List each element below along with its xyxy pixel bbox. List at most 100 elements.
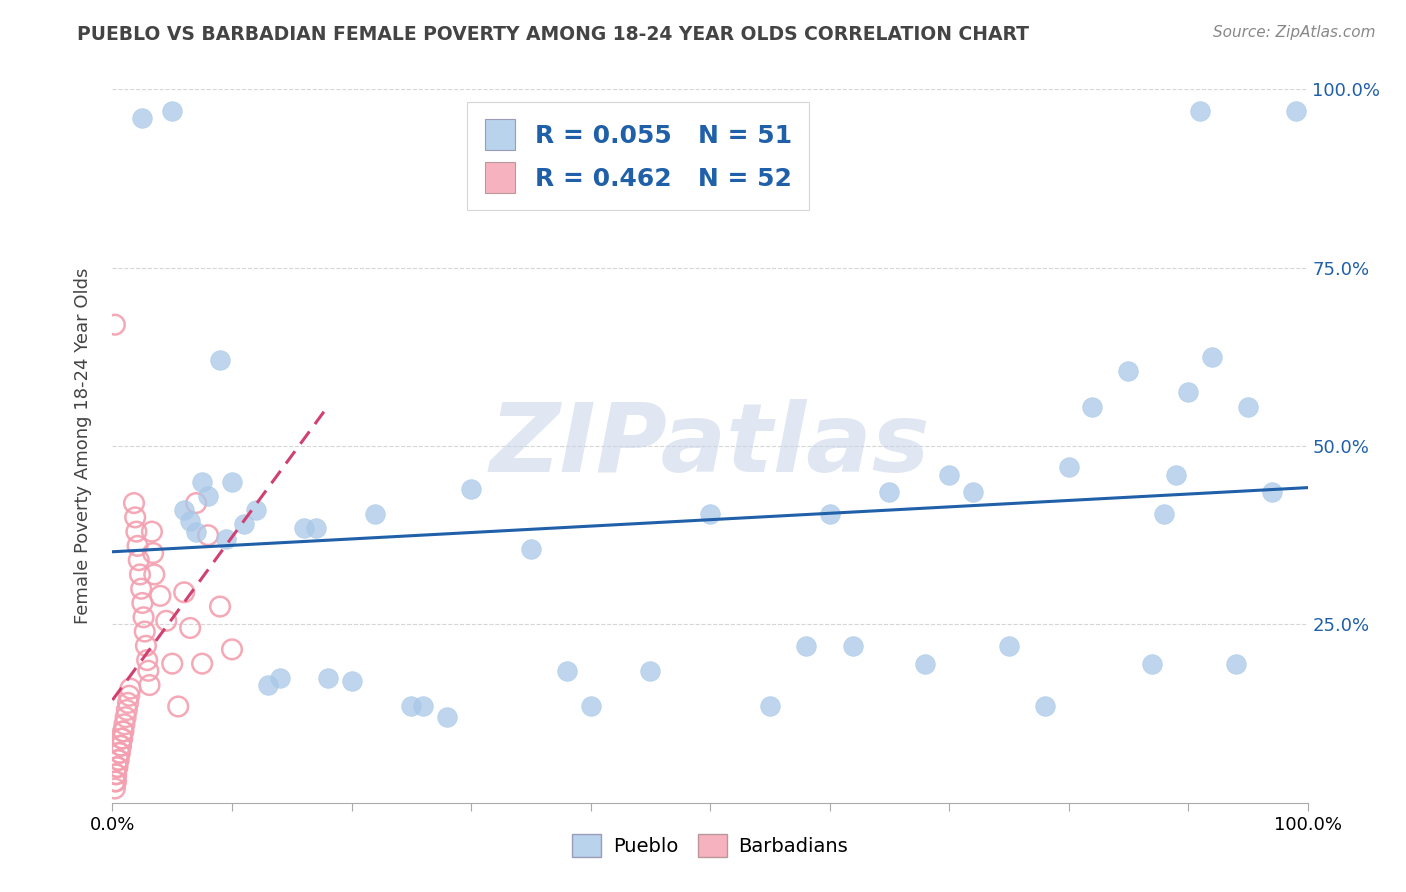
Point — [162, 103, 183, 118]
Point — [141, 524, 163, 539]
Point — [186, 496, 208, 510]
Point — [794, 639, 817, 653]
Point — [269, 671, 291, 685]
Point — [197, 489, 219, 503]
Point — [108, 746, 131, 760]
Point — [818, 507, 841, 521]
Point — [114, 710, 136, 724]
Point — [914, 657, 936, 671]
Point — [112, 724, 135, 739]
Point — [179, 621, 201, 635]
Point — [1153, 507, 1175, 521]
Point — [879, 485, 901, 500]
Point — [125, 524, 148, 539]
Point — [699, 507, 721, 521]
Point — [155, 614, 177, 628]
Point — [135, 639, 157, 653]
Point — [128, 553, 150, 567]
Text: Source: ZipAtlas.com: Source: ZipAtlas.com — [1212, 25, 1375, 40]
Point — [364, 507, 387, 521]
Point — [1166, 467, 1188, 482]
Point — [842, 639, 865, 653]
Point — [215, 532, 238, 546]
Point — [1237, 400, 1260, 414]
Point — [136, 653, 159, 667]
Text: PUEBLO VS BARBADIAN FEMALE POVERTY AMONG 18-24 YEAR OLDS CORRELATION CHART: PUEBLO VS BARBADIAN FEMALE POVERTY AMONG… — [77, 25, 1029, 44]
Point — [134, 624, 156, 639]
Legend: Pueblo, Barbadians: Pueblo, Barbadians — [564, 826, 856, 864]
Point — [110, 739, 132, 753]
Point — [132, 610, 155, 624]
Point — [131, 596, 153, 610]
Y-axis label: Female Poverty Among 18-24 Year Olds: Female Poverty Among 18-24 Year Olds — [73, 268, 91, 624]
Point — [131, 111, 153, 125]
Point — [998, 639, 1021, 653]
Point — [104, 781, 127, 796]
Point — [107, 753, 129, 767]
Point — [173, 503, 195, 517]
Point — [129, 567, 152, 582]
Point — [162, 657, 183, 671]
Point — [127, 539, 149, 553]
Point — [1189, 103, 1212, 118]
Point — [118, 689, 141, 703]
Point — [115, 703, 138, 717]
Point — [105, 774, 128, 789]
Point — [111, 731, 134, 746]
Point — [1261, 485, 1284, 500]
Point — [316, 671, 339, 685]
Point — [107, 753, 129, 767]
Point — [108, 746, 131, 760]
Point — [555, 664, 578, 678]
Point — [1177, 385, 1199, 400]
Point — [305, 521, 328, 535]
Point — [143, 567, 166, 582]
Point — [209, 353, 232, 368]
Point — [233, 517, 256, 532]
Point — [105, 760, 128, 774]
Point — [1225, 657, 1247, 671]
Point — [124, 510, 146, 524]
Point — [245, 503, 267, 517]
Point — [221, 475, 243, 489]
Point — [401, 699, 423, 714]
Point — [105, 760, 128, 774]
Point — [1033, 699, 1056, 714]
Point — [1118, 364, 1140, 378]
Point — [1057, 460, 1080, 475]
Point — [105, 767, 128, 781]
Point — [122, 496, 145, 510]
Point — [179, 514, 201, 528]
Point — [1142, 657, 1164, 671]
Text: ZIPatlas: ZIPatlas — [489, 400, 931, 492]
Point — [138, 678, 160, 692]
Point — [221, 642, 243, 657]
Point — [1081, 400, 1104, 414]
Point — [186, 524, 208, 539]
Point — [142, 546, 165, 560]
Point — [191, 657, 214, 671]
Point — [759, 699, 782, 714]
Point — [340, 674, 363, 689]
Point — [104, 318, 127, 332]
Point — [640, 664, 662, 678]
Point — [257, 678, 280, 692]
Point — [962, 485, 984, 500]
Point — [436, 710, 458, 724]
Point — [138, 664, 160, 678]
Point — [191, 475, 214, 489]
Point — [1201, 350, 1223, 364]
Point — [579, 699, 602, 714]
Point — [110, 739, 132, 753]
Point — [129, 582, 152, 596]
Point — [149, 589, 172, 603]
Point — [1285, 103, 1308, 118]
Point — [105, 767, 128, 781]
Point — [412, 699, 434, 714]
Point — [167, 699, 190, 714]
Point — [120, 681, 142, 696]
Point — [520, 542, 543, 557]
Point — [111, 731, 134, 746]
Point — [938, 467, 960, 482]
Point — [117, 696, 139, 710]
